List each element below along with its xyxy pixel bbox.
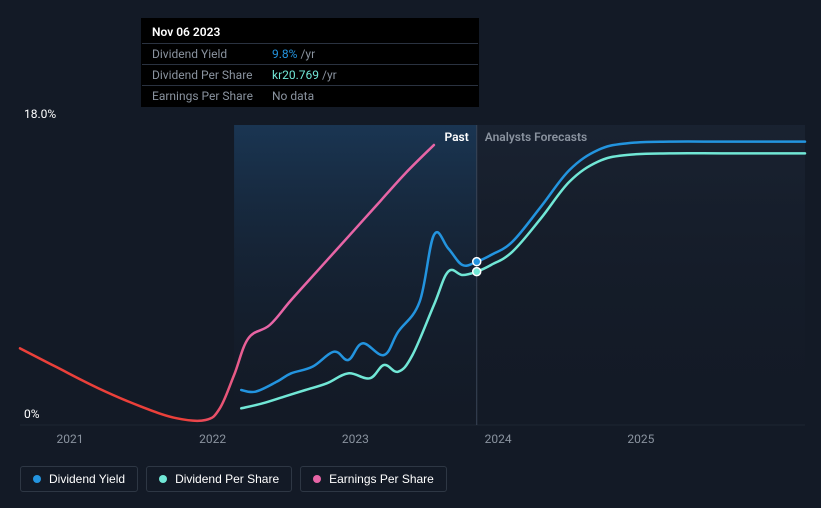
tooltip-row-label: Dividend Yield [152,47,272,61]
legend-dot-icon [313,475,321,483]
hover-marker-dividend_per_share [473,268,481,276]
hover-marker-dividend_yield [473,258,481,266]
legend-dot-icon [33,475,41,483]
tooltip-row-label: Dividend Per Share [152,68,272,82]
tooltip-row: Earnings Per ShareNo data [142,85,478,106]
tooltip-date: Nov 06 2023 [142,19,478,43]
tooltip-row: Dividend Yield9.8% /yr [142,43,478,64]
past-region-label: Past [444,130,468,144]
tooltip-row-unit: /yr [322,68,337,82]
x-tick-label: 2024 [485,432,512,446]
tooltip-row: Dividend Per Sharekr20.769 /yr [142,64,478,85]
x-tick-label: 2021 [56,432,83,446]
legend-item-dividend-per-share[interactable]: Dividend Per Share [146,466,292,492]
forecast-region-label: Analysts Forecasts [485,130,587,144]
tooltip-row-value: kr20.769 [272,68,319,82]
x-tick-label: 2025 [627,432,654,446]
legend-item-earnings-per-share[interactable]: Earnings Per Share [300,466,447,492]
x-tick-label: 2022 [199,432,226,446]
dividend-chart: Nov 06 2023 Dividend Yield9.8% /yrDivide… [0,0,821,508]
legend-item-dividend-yield[interactable]: Dividend Yield [20,466,138,492]
legend-dot-icon [159,475,167,483]
y-axis-min-label: 0% [24,407,40,421]
tooltip-row-unit: /yr [300,47,315,61]
chart-legend: Dividend Yield Dividend Per Share Earnings… [20,466,447,492]
x-tick-label: 2023 [342,432,369,446]
tooltip-row-value: No data [272,89,314,103]
legend-item-label: Earnings Per Share [329,472,434,486]
legend-item-label: Dividend Yield [49,472,125,486]
chart-tooltip: Nov 06 2023 Dividend Yield9.8% /yrDivide… [141,18,479,107]
legend-item-label: Dividend Per Share [175,472,279,486]
tooltip-row-value: 9.8% [272,47,297,61]
y-axis-max-label: 18.0% [24,107,56,121]
tooltip-row-label: Earnings Per Share [152,89,272,103]
